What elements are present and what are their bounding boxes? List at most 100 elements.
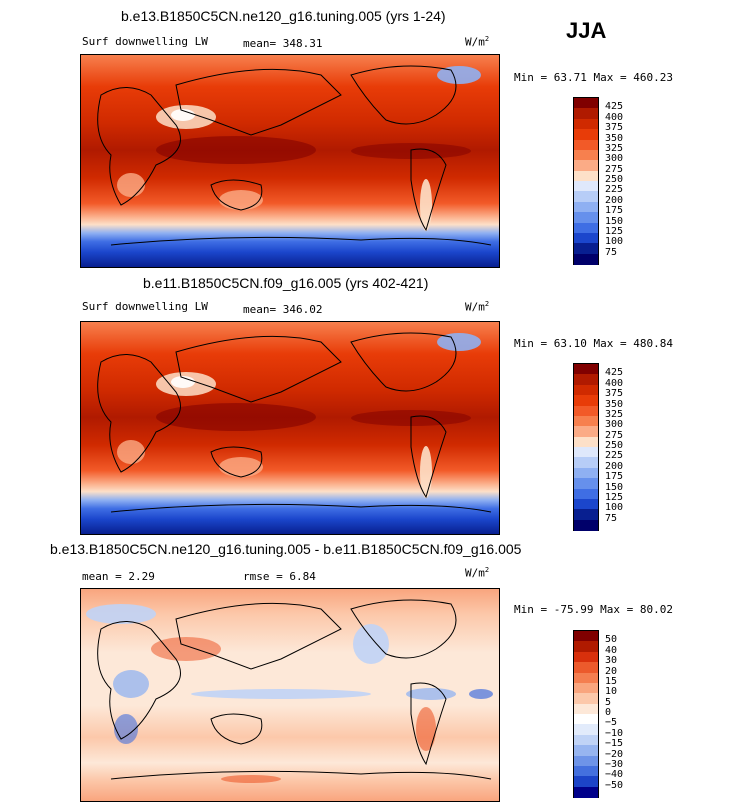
panel-2-minmax: Min = 63.10 Max = 480.84 — [514, 337, 673, 350]
panel-1-max-value: 460.23 — [633, 71, 673, 84]
panel-1-min-label: Min = — [514, 71, 548, 84]
panel-2-min-value: 63.10 — [553, 337, 587, 350]
colorbar-tick-label: 0 — [605, 707, 612, 718]
colorbar-swatch — [574, 447, 598, 458]
colorbar-tick-label: −10 — [605, 727, 624, 739]
colorbar-tick-label: 5 — [605, 696, 612, 708]
season-label: JJA — [566, 18, 607, 43]
panel-2-field-label: Surf downwelling LW — [82, 300, 208, 313]
colorbar-swatch — [574, 98, 598, 109]
panel-3-colorbar — [573, 630, 599, 798]
colorbar-tick-label: 125 — [605, 491, 624, 503]
panel-3-rmse-label: rmse = — [243, 570, 283, 583]
colorbar-swatch — [574, 415, 598, 427]
panel-1-mean-label: mean= — [243, 37, 277, 50]
panel-1-title: b.e13.B1850C5CN.ne120_g16.tuning.005 (yr… — [121, 8, 446, 24]
colorbar-tick-label: 250 — [605, 440, 624, 451]
panel-3-units: W/m2 — [465, 566, 490, 580]
colorbar-tick-label: 100 — [605, 502, 624, 514]
panel-2-mean-value: 346.02 — [282, 303, 323, 316]
panel-2-units: W/m2 — [465, 300, 490, 314]
colorbar-swatch — [574, 149, 598, 161]
panel-1-field-label: Surf downwelling LW — [82, 35, 208, 48]
colorbar-swatch — [574, 498, 598, 510]
colorbar-swatch — [574, 212, 598, 224]
colorbar-swatch — [574, 457, 598, 469]
panel-1-max-label: Max = — [593, 71, 627, 84]
colorbar-tick-label: 400 — [605, 111, 624, 123]
colorbar-swatch — [574, 641, 598, 653]
colorbar-swatch — [574, 519, 598, 531]
colorbar-tick-label: 150 — [605, 215, 624, 227]
colorbar-swatch — [574, 436, 598, 448]
colorbar-tick-label: 400 — [605, 377, 624, 389]
colorbar-tick-label: 175 — [605, 205, 624, 217]
panel-1-mean-value: 348.31 — [282, 37, 323, 50]
colorbar-swatch — [574, 765, 598, 777]
panel-2-max-label: Max = — [593, 337, 627, 350]
colorbar-swatch — [574, 714, 598, 725]
panel-1-units: W/m2 — [465, 35, 490, 49]
colorbar-swatch — [574, 755, 598, 767]
colorbar-tick-label: 250 — [605, 174, 624, 185]
colorbar-tick-label: 50 — [605, 634, 618, 646]
colorbar-swatch — [574, 478, 598, 490]
panel-3-minmax: Min = -75.99 Max = 80.02 — [514, 603, 673, 616]
panel-3-min-label: Min = — [514, 603, 548, 616]
panel-1-colorbar — [573, 97, 599, 265]
colorbar-tick-label: −20 — [605, 748, 624, 760]
colorbar-tick-label: 325 — [605, 142, 624, 154]
colorbar-swatch — [574, 734, 598, 746]
colorbar-swatch — [574, 201, 598, 213]
panel-1-min-value: 63.71 — [553, 71, 587, 84]
colorbar-tick-label: 275 — [605, 429, 624, 441]
panel-2-mean: mean= 346.02 — [243, 303, 323, 316]
colorbar-tick-label: −5 — [605, 717, 618, 729]
colorbar-swatch — [574, 160, 598, 172]
panel-3-map — [80, 588, 500, 802]
colorbar-tick-label: 100 — [605, 236, 624, 248]
colorbar-swatch — [574, 108, 598, 120]
colorbar-tick-label: 200 — [605, 460, 624, 472]
colorbar-tick-label: 350 — [605, 132, 624, 144]
colorbar-swatch — [574, 509, 598, 521]
colorbar-tick-label: −15 — [605, 738, 624, 750]
colorbar-tick-label: 75 — [605, 246, 618, 258]
colorbar-swatch — [574, 118, 598, 130]
panel-2-map-plot — [81, 322, 499, 534]
colorbar-swatch — [574, 384, 598, 396]
panel-3-mean-value: 2.29 — [128, 570, 155, 583]
panel-2-map — [80, 321, 500, 535]
colorbar-swatch — [574, 426, 598, 438]
colorbar-tick-label: 225 — [605, 450, 624, 462]
colorbar-tick-label: 375 — [605, 388, 624, 400]
colorbar-tick-label: 425 — [605, 101, 624, 113]
colorbar-swatch — [574, 405, 598, 417]
panel-3-min-value: -75.99 — [553, 603, 594, 616]
colorbar-swatch — [574, 222, 598, 234]
colorbar-swatch — [574, 191, 598, 203]
panel-1-mean: mean= 348.31 — [243, 37, 323, 50]
colorbar-swatch — [574, 139, 598, 151]
colorbar-swatch — [574, 631, 598, 642]
colorbar-tick-label: 125 — [605, 225, 624, 237]
panel-2-max-value: 480.84 — [633, 337, 673, 350]
colorbar-swatch — [574, 745, 598, 757]
colorbar-tick-label: 75 — [605, 512, 618, 524]
colorbar-swatch — [574, 786, 598, 798]
colorbar-tick-label: 325 — [605, 408, 624, 420]
colorbar-tick-label: 150 — [605, 481, 624, 493]
panel-2-min-label: Min = — [514, 337, 548, 350]
colorbar-tick-label: 275 — [605, 163, 624, 175]
panel-3-map-plot — [81, 589, 499, 801]
colorbar-swatch — [574, 672, 598, 684]
colorbar-swatch — [574, 170, 598, 182]
colorbar-tick-label: 30 — [605, 655, 618, 667]
colorbar-tick-label: 300 — [605, 153, 624, 165]
panel-2-mean-label: mean= — [243, 303, 277, 316]
colorbar-swatch — [574, 776, 598, 788]
colorbar-tick-label: −40 — [605, 769, 624, 781]
colorbar-tick-label: 175 — [605, 471, 624, 483]
colorbar-tick-label: 20 — [605, 665, 618, 677]
panel-1-minmax: Min = 63.71 Max = 460.23 — [514, 71, 673, 84]
